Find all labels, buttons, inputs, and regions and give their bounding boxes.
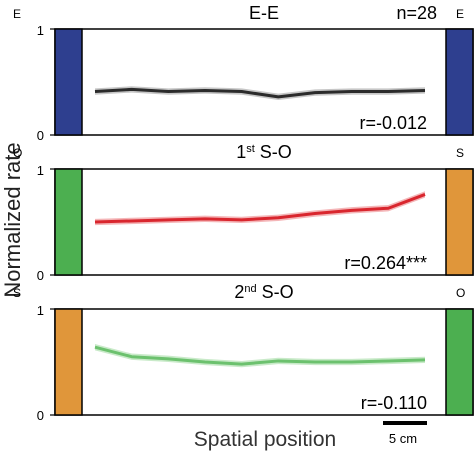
- rate-line: [94, 87, 426, 99]
- correlation-label: r=0.264***: [344, 253, 427, 273]
- panels: E E 1 0 E-E n=28 r=-0.012 O S 1 0 1st S-O r=0.264***…: [13, 3, 474, 423]
- correlation-label: r=-0.110: [361, 393, 427, 413]
- scale-bar-label: 5 cm: [389, 431, 417, 446]
- n-count-label: n=28: [396, 3, 437, 23]
- panel-title: 1st S-O: [236, 142, 292, 162]
- right-zone-label: E: [456, 7, 464, 21]
- right-zone-bar: [445, 308, 474, 416]
- right-zone-label: S: [456, 146, 464, 160]
- right-zone-bar: [445, 168, 474, 276]
- left-zone-label: S: [13, 286, 21, 300]
- panel-title: 2nd S-O: [234, 282, 293, 302]
- right-zone-bar: [445, 28, 474, 136]
- y-tick-label: 1: [37, 23, 44, 38]
- y-tick-label: 0: [37, 408, 44, 423]
- left-zone-label: O: [13, 146, 22, 160]
- panel-2: O S 1 0 1st S-O r=0.264***: [13, 142, 474, 283]
- x-axis-label: Spatial position: [194, 428, 336, 451]
- panel-title: E-E: [249, 3, 279, 23]
- y-tick-label: 1: [37, 303, 44, 318]
- error-band: [95, 191, 425, 226]
- rate-line: [94, 345, 426, 366]
- left-zone-label: E: [13, 7, 21, 21]
- y-tick-label: 1: [37, 163, 44, 178]
- rate-line: [94, 193, 426, 224]
- panel-1: E E 1 0 E-E n=28 r=-0.012: [13, 3, 474, 143]
- left-zone-bar: [54, 168, 83, 276]
- right-zone-label: O: [456, 286, 465, 300]
- left-zone-bar: [54, 28, 83, 136]
- left-zone-bar: [54, 308, 83, 416]
- y-tick-label: 0: [37, 268, 44, 283]
- y-tick-label: 0: [37, 128, 44, 143]
- correlation-label: r=-0.012: [359, 113, 427, 133]
- y-axis-label: Normalized rate: [0, 142, 25, 297]
- panel-3: S O 1 0 2nd S-O r=-0.110: [13, 282, 474, 423]
